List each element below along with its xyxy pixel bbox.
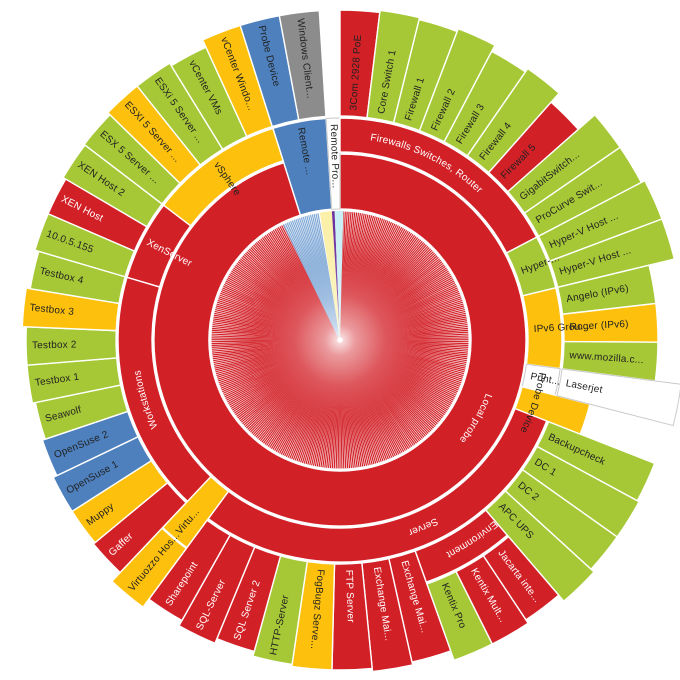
core-center-fade [210,210,470,470]
device-apc-ups[interactable]: APC UPS [485,490,595,602]
device-testbox-2[interactable]: Testbox 2 [25,326,118,366]
group-vsphere[interactable]: vSphere [162,127,284,227]
device-windows-client[interactable]: Windows Client... [278,9,327,121]
probe-local-probe[interactable]: Local probe [153,153,527,527]
probe-remote-pro[interactable]: Remote Pro... [325,117,341,210]
device-laserjet[interactable]: Laserjet [556,368,680,427]
device-sharepoint[interactable]: Sharepoint [148,519,231,622]
group-ipv6-grou[interactable]: IPv6 Grou... [522,287,563,370]
